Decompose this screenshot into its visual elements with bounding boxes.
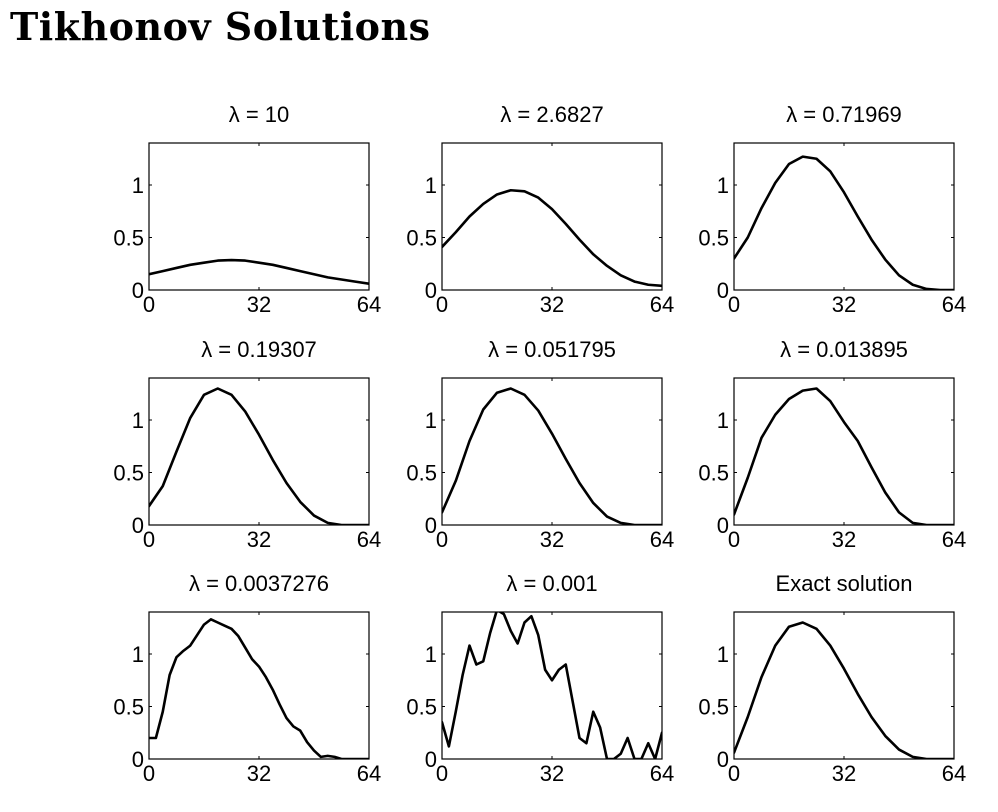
subplot-title: λ = 2.6827 — [500, 102, 603, 127]
x-tick-label: 32 — [832, 527, 856, 552]
y-tick-label: 1 — [132, 642, 144, 667]
subplot-5: λ = 0.051795 0 32 64 0 0.5 1 — [406, 337, 674, 552]
y-tick-label: 0 — [717, 747, 729, 772]
y-tick-label: 0 — [425, 513, 437, 538]
plot-frame — [733, 142, 955, 291]
x-tick-label: 32 — [832, 292, 856, 317]
subplot-title: λ = 10 — [229, 102, 290, 127]
y-tick-label: 0.5 — [698, 461, 729, 486]
y-tick-label: 1 — [132, 173, 144, 198]
series-line-1 — [734, 387, 954, 525]
subplot-title: Exact solution — [776, 571, 913, 596]
series-line-1 — [734, 155, 954, 290]
subplot-7: λ = 0.0037276 0 32 64 0 0.5 1 — [113, 571, 381, 786]
series-line-1 — [734, 621, 954, 759]
subplot-3: λ = 0.71969 0 32 64 0 0.5 1 — [698, 102, 966, 317]
x-tick-label: 0 — [728, 292, 740, 317]
y-tick-label: 0 — [132, 513, 144, 538]
x-tick-label: 64 — [650, 527, 674, 552]
plot-frame — [148, 377, 370, 526]
x-tick-label: 32 — [247, 761, 271, 786]
y-tick-label: 0 — [717, 278, 729, 303]
series-line-1 — [442, 188, 662, 288]
subplot-title: λ = 0.0037276 — [189, 571, 329, 596]
x-tick-label: 0 — [728, 527, 740, 552]
x-tick-label: 64 — [942, 761, 966, 786]
x-tick-label: 0 — [436, 527, 448, 552]
y-tick-label: 1 — [717, 173, 729, 198]
y-tick-label: 0 — [425, 278, 437, 303]
x-tick-label: 0 — [143, 761, 155, 786]
plot-frame — [148, 611, 370, 760]
y-tick-label: 1 — [425, 173, 437, 198]
y-tick-label: 0.5 — [113, 226, 144, 251]
subplot-8: λ = 0.001 0 32 64 0 0.5 1 — [406, 571, 674, 786]
series-line-1 — [442, 612, 662, 759]
plot-frame — [441, 611, 663, 760]
y-tick-label: 0.5 — [406, 226, 437, 251]
plot-frame — [441, 142, 663, 291]
series-line-1 — [149, 387, 369, 525]
x-tick-label: 64 — [942, 292, 966, 317]
x-tick-label: 0 — [728, 761, 740, 786]
subplot-title: λ = 0.001 — [506, 571, 597, 596]
y-tick-label: 0.5 — [406, 461, 437, 486]
y-tick-label: 0.5 — [113, 695, 144, 720]
y-tick-label: 0 — [425, 747, 437, 772]
x-tick-label: 0 — [436, 292, 448, 317]
x-tick-label: 64 — [942, 527, 966, 552]
x-tick-label: 32 — [247, 292, 271, 317]
x-tick-label: 64 — [650, 292, 674, 317]
y-tick-label: 0 — [717, 513, 729, 538]
x-tick-label: 64 — [357, 292, 381, 317]
x-tick-label: 64 — [357, 761, 381, 786]
page-title: Tikhonov Solutions — [10, 4, 431, 49]
y-tick-label: 0 — [132, 747, 144, 772]
y-tick-label: 1 — [717, 642, 729, 667]
y-tick-label: 1 — [425, 408, 437, 433]
y-tick-label: 1 — [717, 408, 729, 433]
x-tick-label: 0 — [436, 761, 448, 786]
y-tick-label: 1 — [132, 408, 144, 433]
x-tick-label: 0 — [143, 292, 155, 317]
subplot-title: λ = 0.71969 — [786, 102, 902, 127]
series-line-1 — [149, 618, 369, 759]
series-line-1 — [442, 387, 662, 525]
series-line-1 — [149, 258, 369, 285]
y-tick-label: 0.5 — [698, 226, 729, 251]
plot-frame — [733, 377, 955, 526]
y-tick-label: 1 — [425, 642, 437, 667]
x-tick-label: 32 — [540, 761, 564, 786]
subplot-9: Exact solution 0 32 64 0 0.5 1 — [698, 571, 966, 786]
plot-frame — [733, 611, 955, 760]
x-tick-label: 32 — [832, 761, 856, 786]
y-tick-label: 0.5 — [113, 461, 144, 486]
subplot-1: λ = 10 0 32 64 0 0.5 1 — [113, 102, 381, 317]
y-tick-label: 0.5 — [406, 695, 437, 720]
subplot-title: λ = 0.19307 — [201, 337, 317, 362]
y-tick-label: 0 — [132, 278, 144, 303]
subplot-title: λ = 0.013895 — [780, 337, 908, 362]
subplot-title: λ = 0.051795 — [488, 337, 616, 362]
subplot-4: λ = 0.19307 0 32 64 0 0.5 1 — [113, 337, 381, 552]
x-tick-label: 32 — [540, 292, 564, 317]
subplot-6: λ = 0.013895 0 32 64 0 0.5 1 — [698, 337, 966, 552]
x-tick-label: 32 — [247, 527, 271, 552]
y-tick-label: 0.5 — [698, 695, 729, 720]
x-tick-label: 64 — [357, 527, 381, 552]
subplot-2: λ = 2.6827 0 32 64 0 0.5 1 — [406, 102, 674, 317]
plot-frame — [441, 377, 663, 526]
x-tick-label: 0 — [143, 527, 155, 552]
x-tick-label: 32 — [540, 527, 564, 552]
x-tick-label: 64 — [650, 761, 674, 786]
